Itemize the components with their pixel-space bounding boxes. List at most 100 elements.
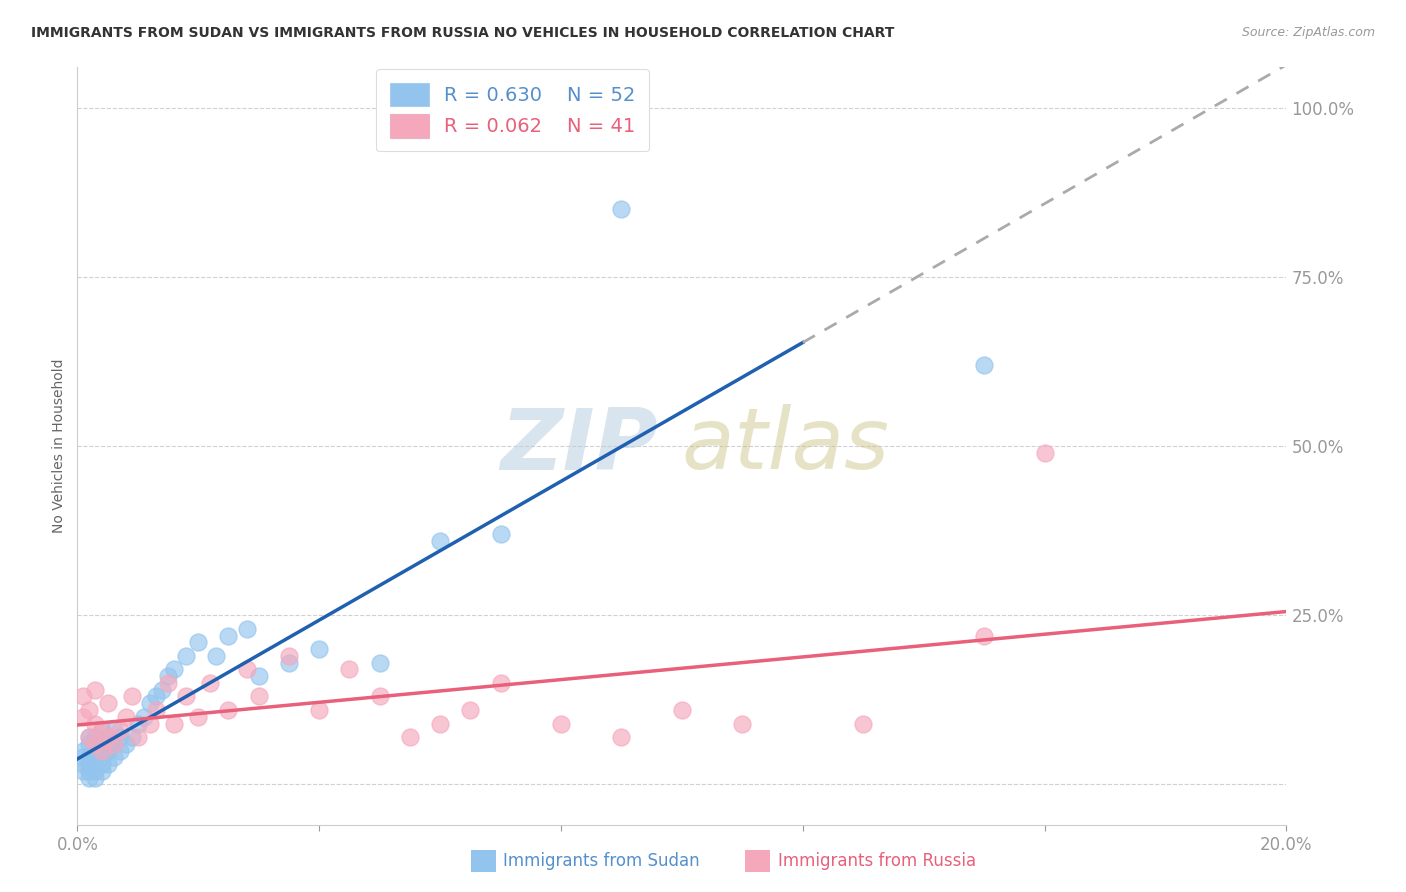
Point — [308, 642, 330, 657]
Point — [973, 629, 995, 643]
Point — [90, 764, 112, 778]
Point — [90, 744, 112, 758]
Point — [187, 710, 209, 724]
Point — [121, 730, 143, 744]
Text: Immigrants from Sudan: Immigrants from Sudan — [503, 852, 700, 871]
Point — [368, 690, 391, 704]
Point — [96, 730, 118, 744]
Point — [79, 750, 101, 764]
Point — [731, 716, 754, 731]
Point — [852, 716, 875, 731]
Point — [96, 730, 118, 744]
Point — [96, 757, 118, 772]
Point — [157, 676, 180, 690]
Point — [145, 703, 167, 717]
Point — [103, 737, 125, 751]
Point — [72, 764, 94, 778]
Point — [973, 358, 995, 372]
Point — [218, 703, 240, 717]
Point — [72, 690, 94, 704]
Point — [278, 648, 301, 663]
Point — [610, 202, 633, 216]
Point — [84, 737, 107, 751]
Point — [308, 703, 330, 717]
Point — [1033, 446, 1056, 460]
Point — [84, 750, 107, 764]
Point — [458, 703, 481, 717]
Point — [610, 730, 633, 744]
Point — [84, 757, 107, 772]
Point — [429, 716, 451, 731]
Point — [337, 662, 360, 676]
Point — [127, 716, 149, 731]
Point — [150, 682, 173, 697]
Point — [108, 723, 131, 738]
Legend: R = 0.630    N = 52, R = 0.062    N = 41: R = 0.630 N = 52, R = 0.062 N = 41 — [377, 69, 650, 152]
Point — [163, 716, 186, 731]
Point — [368, 656, 391, 670]
Point — [84, 771, 107, 785]
Point — [399, 730, 422, 744]
Point — [235, 662, 257, 676]
Point — [72, 757, 94, 772]
Point — [489, 527, 512, 541]
Point — [79, 771, 101, 785]
Point — [84, 737, 107, 751]
Y-axis label: No Vehicles in Household: No Vehicles in Household — [52, 359, 66, 533]
Text: ZIP: ZIP — [501, 404, 658, 488]
Point — [550, 716, 572, 731]
Point — [247, 669, 270, 683]
Point — [489, 676, 512, 690]
Point — [79, 737, 101, 751]
Point — [235, 622, 257, 636]
Point — [671, 703, 693, 717]
Point — [72, 750, 94, 764]
Point — [429, 533, 451, 548]
Point — [247, 690, 270, 704]
Point — [108, 744, 131, 758]
Point — [90, 750, 112, 764]
Point — [96, 696, 118, 710]
Point — [84, 682, 107, 697]
Point — [205, 648, 228, 663]
Point — [114, 737, 136, 751]
Point — [79, 703, 101, 717]
Point — [84, 730, 107, 744]
Point — [79, 764, 101, 778]
Point — [90, 757, 112, 772]
Text: atlas: atlas — [682, 404, 890, 488]
Point — [218, 629, 240, 643]
Point — [79, 757, 101, 772]
Point — [121, 690, 143, 704]
Point — [278, 656, 301, 670]
Point — [163, 662, 186, 676]
Point — [174, 648, 197, 663]
Text: Source: ZipAtlas.com: Source: ZipAtlas.com — [1241, 26, 1375, 39]
Point — [84, 744, 107, 758]
Point — [145, 690, 167, 704]
Point — [79, 730, 101, 744]
Point — [79, 730, 101, 744]
Point — [72, 744, 94, 758]
Text: IMMIGRANTS FROM SUDAN VS IMMIGRANTS FROM RUSSIA NO VEHICLES IN HOUSEHOLD CORRELA: IMMIGRANTS FROM SUDAN VS IMMIGRANTS FROM… — [31, 26, 894, 40]
Point — [132, 710, 155, 724]
Point — [139, 696, 162, 710]
Point — [90, 723, 112, 738]
Point — [72, 710, 94, 724]
Point — [96, 744, 118, 758]
Point — [127, 730, 149, 744]
Point — [84, 764, 107, 778]
Point — [139, 716, 162, 731]
Point — [90, 723, 112, 738]
Point — [108, 730, 131, 744]
Point — [114, 710, 136, 724]
Point — [174, 690, 197, 704]
Point — [103, 723, 125, 738]
Point — [84, 716, 107, 731]
Point — [103, 750, 125, 764]
Point — [187, 635, 209, 649]
Point — [200, 676, 222, 690]
Text: Immigrants from Russia: Immigrants from Russia — [778, 852, 976, 871]
Point — [157, 669, 180, 683]
Point — [90, 744, 112, 758]
